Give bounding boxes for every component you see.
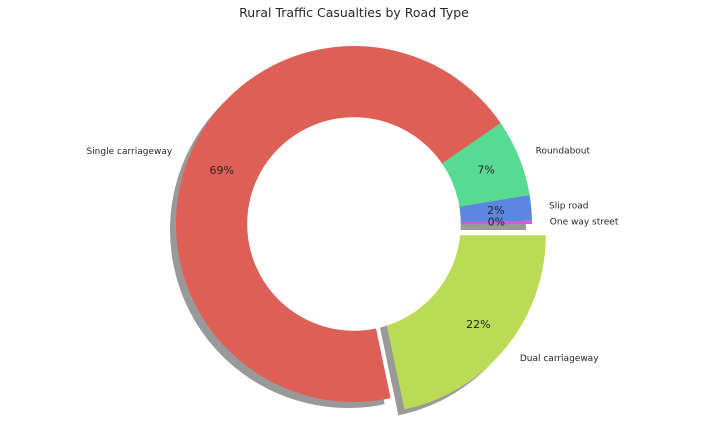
slice-label-roundabout: Roundabout (536, 146, 591, 156)
slice-percent-dual-carriageway: 22% (466, 318, 490, 331)
slice-label-dual-carriageway: Dual carriageway (520, 354, 599, 364)
slice-label-one-way-street: One way street (550, 218, 619, 228)
chart-title: Rural Traffic Casualties by Road Type (239, 5, 469, 20)
slice-label-single-carriageway: Single carriageway (86, 147, 172, 157)
slice-label-slip-road: Slip road (549, 202, 589, 212)
slice-percent-roundabout: 7% (477, 164, 494, 177)
donut-hole (247, 117, 461, 331)
slice-percent-single-carriageway: 69% (210, 164, 234, 177)
slice-percent-one-way-street: 0% (488, 216, 505, 229)
slice-percent-slip-road: 2% (487, 204, 504, 217)
labels: One way street 0% Slip road 2% Roundabout 7% S… (86, 146, 618, 364)
